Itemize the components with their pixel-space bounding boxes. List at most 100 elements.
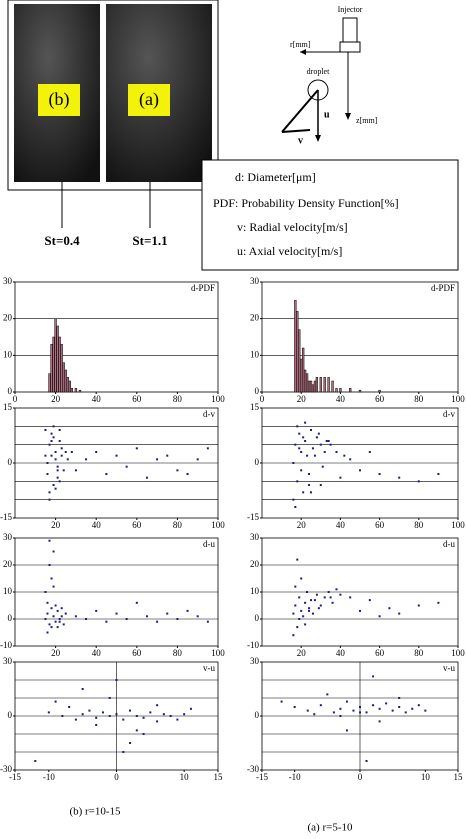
point — [95, 609, 98, 612]
point — [349, 458, 352, 461]
point — [298, 447, 301, 450]
point — [156, 720, 159, 723]
point — [335, 588, 338, 591]
x-tick-label: 10 — [421, 772, 431, 782]
point — [50, 454, 53, 457]
bar — [335, 388, 338, 393]
point — [294, 443, 297, 446]
bar — [311, 384, 315, 393]
diagram-label: v — [298, 135, 303, 146]
point — [437, 473, 440, 475]
y-tick-label: 20 — [250, 313, 260, 323]
point — [302, 436, 305, 439]
y-tick-label: 30 — [3, 276, 13, 286]
point — [95, 724, 98, 726]
point — [315, 593, 318, 596]
x-tick-label: -15 — [9, 772, 21, 782]
point — [74, 469, 77, 472]
x-tick-label: 80 — [173, 520, 183, 530]
y-tick-label: 30 — [3, 656, 13, 666]
x-tick-label: 100 — [211, 394, 225, 404]
point — [156, 704, 159, 707]
x-tick-label: 20 — [297, 648, 307, 658]
point — [308, 609, 311, 612]
point — [323, 451, 326, 453]
bar — [48, 373, 51, 393]
point — [319, 484, 322, 486]
point — [308, 607, 311, 610]
point — [176, 469, 179, 472]
point — [313, 454, 316, 457]
point — [323, 596, 326, 599]
diagram-label: u — [324, 109, 330, 120]
y-tick-label: 15 — [3, 402, 13, 412]
chart-title: d-v — [443, 409, 455, 419]
arrow-head — [315, 135, 321, 142]
point — [62, 469, 65, 472]
point — [304, 440, 307, 442]
chart-title: v-u — [443, 663, 455, 673]
point — [50, 607, 53, 610]
x-tick-label: 100 — [211, 520, 225, 530]
y-tick-label: 0 — [8, 386, 13, 396]
point — [311, 447, 314, 450]
chart-title: d-PDF — [431, 283, 455, 293]
point — [378, 720, 381, 723]
point — [66, 458, 69, 461]
point — [368, 599, 371, 602]
y-tick-label: 20 — [3, 313, 13, 323]
label-box — [128, 84, 170, 116]
x-tick-label: -10 — [289, 772, 301, 782]
y-tick-label: -15 — [0, 512, 12, 522]
point — [129, 709, 132, 712]
x-tick-label: 0 — [13, 394, 18, 404]
point — [339, 593, 342, 596]
point — [388, 607, 391, 610]
point — [115, 679, 118, 681]
x-tick-label: 20 — [51, 394, 61, 404]
point — [54, 604, 57, 607]
point — [331, 601, 334, 604]
bar — [302, 347, 305, 393]
point — [385, 702, 388, 705]
y-tick-label: -30 — [0, 764, 12, 774]
x-tick-label: 20 — [297, 520, 307, 530]
caption: (b) r=10-15 — [69, 806, 121, 818]
point — [300, 469, 303, 472]
x-tick-label: 60 — [375, 648, 385, 658]
x-tick-label: 10 — [180, 772, 190, 782]
y-tick-label: -30 — [247, 764, 259, 774]
chart-title: d-u — [443, 539, 455, 549]
point — [58, 440, 61, 442]
x-tick-label: 0 — [114, 772, 119, 782]
point — [294, 604, 297, 607]
x-tick-label: 80 — [414, 648, 424, 658]
point — [329, 596, 332, 599]
x-tick-label: 20 — [51, 648, 61, 658]
point — [60, 607, 63, 610]
point — [85, 458, 88, 461]
point — [298, 432, 301, 435]
x-tick-label: 80 — [173, 394, 183, 404]
point — [60, 447, 63, 450]
point — [294, 585, 297, 588]
photo-label: (b) — [49, 89, 70, 110]
point — [88, 709, 91, 712]
point — [378, 473, 381, 475]
bar — [319, 377, 322, 393]
x-tick-label: 40 — [92, 648, 102, 658]
point — [296, 425, 299, 428]
point — [339, 707, 342, 710]
x-tick-label: -10 — [43, 772, 55, 782]
point — [135, 447, 138, 450]
point — [135, 601, 138, 604]
point — [424, 709, 427, 712]
point — [365, 711, 368, 714]
point — [398, 612, 401, 615]
plot-frame — [14, 281, 219, 393]
bar — [303, 369, 307, 393]
point — [81, 688, 84, 690]
bar — [307, 380, 311, 393]
point — [296, 558, 299, 561]
x-tick-label: 0 — [260, 394, 265, 404]
